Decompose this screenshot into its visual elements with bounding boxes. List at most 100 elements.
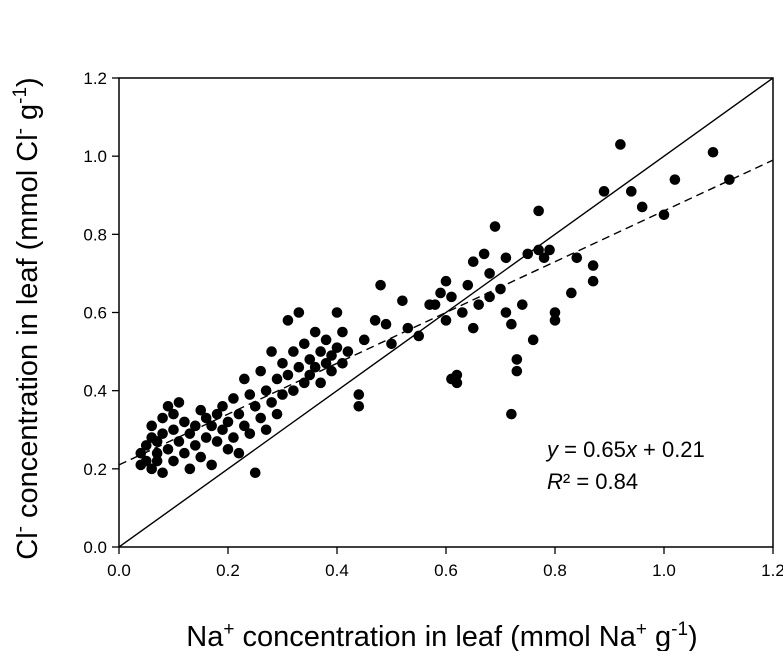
data-point	[151, 436, 163, 447]
equation-y: y	[545, 437, 560, 462]
data-point	[266, 397, 277, 408]
data-point	[157, 428, 168, 439]
data-point	[358, 334, 370, 346]
data-point	[549, 315, 561, 326]
data-point	[478, 248, 490, 260]
data-point	[337, 326, 348, 338]
data-point	[380, 318, 392, 330]
x-tick-label: 1.0	[652, 561, 676, 580]
equation-part: = 0.65	[558, 437, 626, 462]
data-point	[260, 424, 272, 436]
data-point	[140, 440, 152, 451]
data-point	[386, 338, 397, 350]
data-point	[304, 369, 316, 381]
y-tick-label: 1.2	[83, 69, 107, 88]
data-point	[571, 252, 583, 264]
data-point	[140, 455, 152, 467]
data-point	[293, 361, 305, 373]
data-point	[217, 424, 228, 436]
data-point	[244, 389, 256, 400]
data-point	[724, 174, 735, 185]
data-point	[195, 404, 207, 416]
data-point	[200, 432, 212, 443]
data-point	[495, 283, 506, 295]
data-point	[517, 299, 528, 310]
axis-title-text: g	[12, 104, 44, 128]
data-point	[533, 205, 544, 217]
data-point	[500, 307, 512, 318]
data-point	[615, 139, 626, 150]
labels-layer: Na+ concentration in leaf (mmol Na+ g-1)…	[10, 77, 698, 651]
data-point	[146, 420, 157, 432]
y-axis-title: Cl- concentration in leaf (mmol Cl- g-1)	[10, 77, 44, 559]
data-point	[353, 389, 365, 400]
data-point	[190, 420, 201, 432]
data-point	[467, 256, 479, 267]
data-point	[522, 248, 534, 260]
data-point	[168, 424, 179, 436]
data-point	[211, 436, 223, 447]
r2-symbol: R	[547, 469, 563, 494]
data-point	[299, 338, 310, 350]
data-point	[500, 252, 512, 264]
equation-x: x	[625, 437, 638, 462]
data-point	[457, 307, 468, 318]
axis-title-text: Cl	[12, 532, 44, 559]
y-tick-label: 0.2	[83, 460, 107, 479]
axis-title-superscript: -	[10, 526, 31, 532]
data-point	[271, 373, 283, 385]
data-point	[260, 385, 272, 396]
data-point	[353, 401, 365, 412]
axis-title-text: concentration in leaf (mmol Cl	[12, 134, 44, 526]
data-point	[239, 373, 250, 385]
data-point	[375, 279, 386, 291]
data-point	[707, 146, 719, 158]
x-tick-label: 1.2	[761, 561, 783, 580]
data-point	[266, 346, 277, 357]
data-point	[506, 408, 517, 420]
axis-title-superscript: +	[636, 619, 647, 640]
data-point	[288, 385, 299, 396]
data-point	[206, 420, 217, 432]
data-point	[467, 322, 479, 334]
data-point	[157, 412, 168, 424]
data-point	[222, 443, 234, 455]
data-point	[288, 346, 299, 357]
data-point	[309, 361, 321, 373]
ticks-layer: 0.0 0.2 0.4 0.6 0.8 1.0 1.2 0.0 0.2 0.4 0.6 0.8 1.0 1…	[83, 69, 783, 580]
data-point	[326, 350, 337, 361]
axis-title-text: )	[688, 621, 698, 651]
data-point	[511, 354, 523, 365]
data-point	[162, 401, 174, 412]
data-point	[184, 428, 196, 439]
data-point	[173, 436, 185, 447]
reference-line-1to1	[119, 78, 773, 547]
data-point	[299, 377, 310, 389]
y-tick-label: 0.4	[83, 382, 107, 401]
data-point	[473, 299, 485, 310]
data-point	[173, 397, 185, 408]
data-point	[222, 416, 234, 428]
data-point	[337, 358, 348, 369]
data-point	[484, 291, 495, 303]
data-point	[636, 201, 648, 213]
data-point	[331, 342, 343, 353]
axis-title-superscript: +	[223, 619, 234, 640]
x-tick-label: 0.0	[107, 561, 131, 580]
data-point	[151, 455, 163, 467]
data-point	[451, 377, 463, 389]
data-point	[489, 221, 501, 232]
data-point	[326, 365, 337, 377]
data-point	[511, 365, 523, 377]
data-point	[533, 244, 544, 256]
axis-title-superscript: -1	[671, 619, 688, 640]
data-point	[293, 307, 305, 318]
x-axis-title: Na+ concentration in leaf (mmol Na+ g-1)	[186, 619, 697, 651]
x-tick-label: 0.4	[325, 561, 349, 580]
data-point	[462, 279, 474, 291]
data-point	[544, 244, 555, 256]
data-point	[282, 315, 294, 326]
data-point	[249, 401, 261, 412]
y-tick-label: 0.0	[83, 538, 107, 557]
data-point	[217, 401, 228, 412]
